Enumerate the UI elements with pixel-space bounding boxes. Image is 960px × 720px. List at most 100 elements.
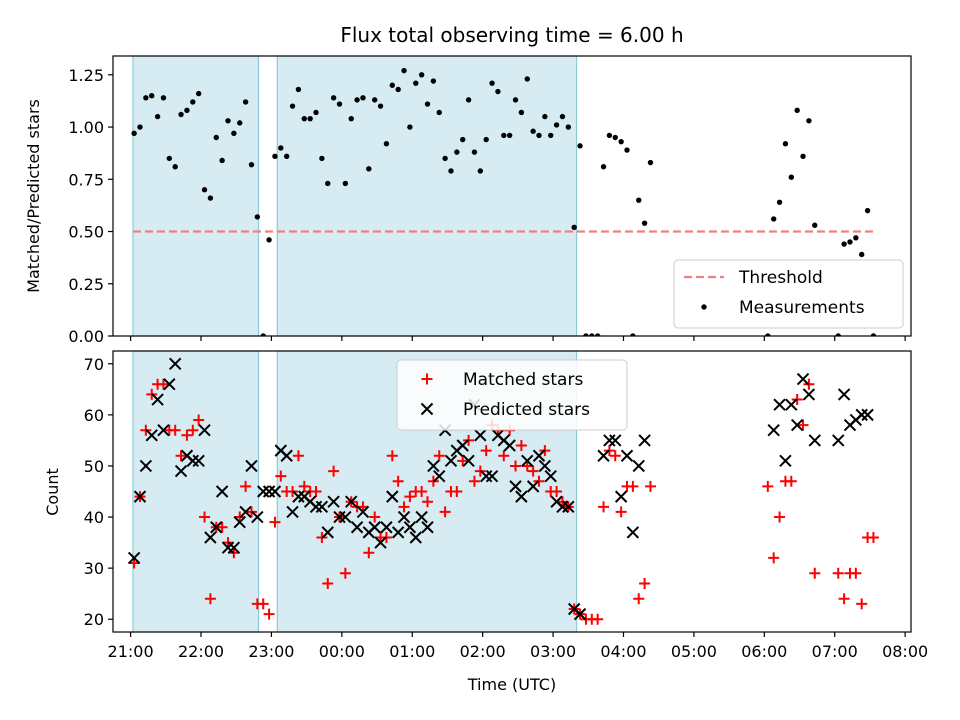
measurement-point bbox=[859, 251, 865, 258]
measurement-point bbox=[360, 95, 366, 101]
measurement-point bbox=[366, 166, 372, 172]
x-tick-label: 21:00 bbox=[108, 642, 154, 661]
predicted-stars-point bbox=[198, 423, 211, 437]
measurement-point bbox=[254, 214, 261, 220]
predicted-stars-point bbox=[350, 521, 364, 534]
predicted-stars-point bbox=[356, 505, 370, 519]
measurement-point bbox=[266, 237, 272, 243]
measurement-point bbox=[248, 161, 255, 168]
measurement-point bbox=[518, 109, 525, 116]
measurement-point bbox=[342, 180, 349, 187]
matched-stars-point bbox=[510, 460, 522, 472]
measurement-point bbox=[178, 111, 184, 118]
matched-stars-point bbox=[592, 613, 604, 625]
matched-stars-point bbox=[404, 491, 416, 503]
legend-measurements-swatch bbox=[701, 304, 707, 310]
matched-stars-point bbox=[275, 470, 287, 482]
measurement-point bbox=[231, 130, 237, 137]
measurement-point bbox=[242, 99, 249, 105]
y-tick-label: 30 bbox=[84, 559, 104, 578]
predicted-stars-point bbox=[333, 510, 346, 524]
measurement-point bbox=[154, 113, 161, 120]
measurement-point bbox=[530, 128, 536, 134]
x-tick-label: 23:00 bbox=[248, 642, 294, 661]
predicted-stars-point bbox=[133, 490, 147, 503]
matched-stars-point bbox=[598, 501, 610, 513]
predicted-stars-point bbox=[556, 500, 569, 514]
predicted-stars-point bbox=[280, 449, 293, 462]
matched-stars-point bbox=[169, 424, 181, 436]
measurement-point bbox=[542, 113, 548, 120]
measurement-point bbox=[160, 95, 167, 101]
measurement-point bbox=[207, 195, 214, 201]
measurement-point bbox=[213, 134, 219, 141]
measurement-point bbox=[149, 93, 155, 99]
matched-stars-point bbox=[199, 511, 211, 523]
x-axis-label: Time (UTC) bbox=[467, 675, 556, 694]
predicted-stars-point bbox=[620, 449, 634, 462]
measurement-point bbox=[506, 132, 513, 139]
measurement-point bbox=[800, 153, 806, 159]
matched-stars-point bbox=[762, 480, 774, 492]
predicted-stars-point bbox=[479, 469, 493, 483]
measurement-point bbox=[841, 241, 847, 247]
matched-stars-point bbox=[832, 567, 844, 579]
measurement-point bbox=[131, 130, 137, 137]
measurement-point bbox=[847, 239, 853, 245]
measurement-point bbox=[559, 113, 566, 120]
predicted-stars-point bbox=[832, 434, 845, 447]
measurement-point bbox=[536, 132, 542, 139]
legend-predicted-swatch bbox=[420, 402, 434, 416]
matched-stars-point bbox=[392, 475, 404, 487]
x-tick-label: 01:00 bbox=[389, 642, 435, 661]
measurement-point bbox=[553, 122, 560, 128]
measurement-point bbox=[278, 145, 284, 151]
matched-stars-point bbox=[439, 506, 451, 518]
measurement-point bbox=[630, 333, 636, 336]
matched-stars-point bbox=[292, 450, 304, 462]
predicted-stars-point bbox=[785, 398, 798, 411]
legend-matched-label: Matched stars bbox=[463, 370, 583, 390]
matched-stars-point bbox=[193, 414, 205, 426]
predicted-stars-point bbox=[221, 541, 235, 554]
matched-stars-point bbox=[644, 480, 656, 492]
measurement-point bbox=[330, 95, 337, 101]
predicted-stars-point bbox=[515, 490, 528, 503]
measurement-point bbox=[489, 80, 495, 86]
measurement-point bbox=[548, 132, 554, 139]
predicted-stars-point bbox=[421, 521, 434, 534]
predicted-stars-point bbox=[151, 393, 164, 406]
measurement-point bbox=[636, 197, 642, 203]
measurement-point bbox=[195, 90, 202, 97]
matched-stars-point bbox=[774, 511, 786, 523]
predicted-stars-point bbox=[626, 526, 640, 539]
matched-stars-point bbox=[468, 475, 480, 487]
matched-stars-point bbox=[310, 486, 322, 497]
predicted-stars-point bbox=[245, 459, 258, 473]
predicted-stars-point bbox=[292, 490, 305, 503]
matched-stars-point bbox=[457, 455, 469, 467]
y-tick-label: 60 bbox=[84, 406, 104, 425]
measurement-point bbox=[512, 97, 519, 103]
y-tick-label: 0.00 bbox=[68, 327, 104, 346]
predicted-stars-point bbox=[391, 526, 405, 539]
matched-stars-point bbox=[480, 445, 492, 457]
matched-stars-point bbox=[263, 608, 275, 620]
measurement-point bbox=[395, 86, 401, 93]
measurement-point bbox=[407, 124, 413, 130]
chart-title: Flux total observing time = 6.00 h bbox=[340, 23, 683, 47]
x-tick-label: 04:00 bbox=[600, 642, 646, 661]
predicted-stars-point bbox=[321, 526, 334, 539]
matched-stars-point bbox=[322, 577, 334, 589]
predicted-stars-point bbox=[855, 408, 868, 422]
predicted-stars-point bbox=[227, 541, 241, 554]
y-axis-label-count: Count bbox=[43, 468, 62, 516]
measurement-point bbox=[336, 101, 343, 107]
matched-stars-point bbox=[627, 480, 639, 492]
predicted-stars-point bbox=[532, 449, 546, 462]
predicted-stars-point bbox=[597, 449, 610, 462]
y-tick-label: 0.50 bbox=[68, 223, 104, 242]
matched-stars-point bbox=[204, 593, 216, 605]
predicted-stars-point bbox=[632, 459, 645, 473]
